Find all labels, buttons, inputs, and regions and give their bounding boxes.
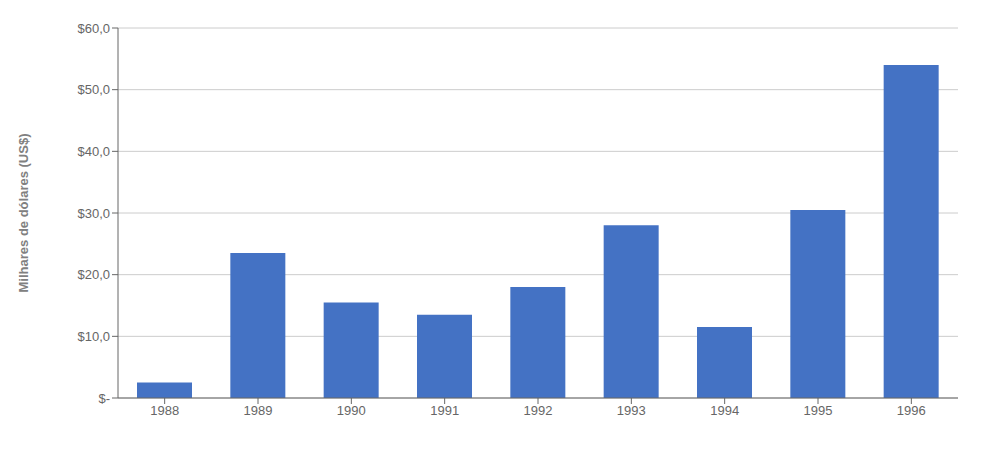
svg-text:$40,0: $40,0	[77, 144, 110, 159]
svg-text:1991: 1991	[430, 403, 459, 418]
svg-text:1990: 1990	[337, 403, 366, 418]
svg-text:$60,0: $60,0	[77, 21, 110, 36]
svg-text:$20,0: $20,0	[77, 267, 110, 282]
svg-text:1988: 1988	[150, 403, 179, 418]
svg-text:1989: 1989	[244, 403, 273, 418]
svg-text:1995: 1995	[804, 403, 833, 418]
svg-text:Milhares de dólares (US$): Milhares de dólares (US$)	[16, 134, 31, 293]
svg-text:$30,0: $30,0	[77, 206, 110, 221]
svg-text:1996: 1996	[897, 403, 926, 418]
svg-text:$-: $-	[98, 391, 110, 406]
svg-text:1992: 1992	[524, 403, 553, 418]
svg-text:$10,0: $10,0	[77, 329, 110, 344]
svg-text:1993: 1993	[617, 403, 646, 418]
svg-text:1994: 1994	[710, 403, 739, 418]
svg-text:$50,0: $50,0	[77, 82, 110, 97]
